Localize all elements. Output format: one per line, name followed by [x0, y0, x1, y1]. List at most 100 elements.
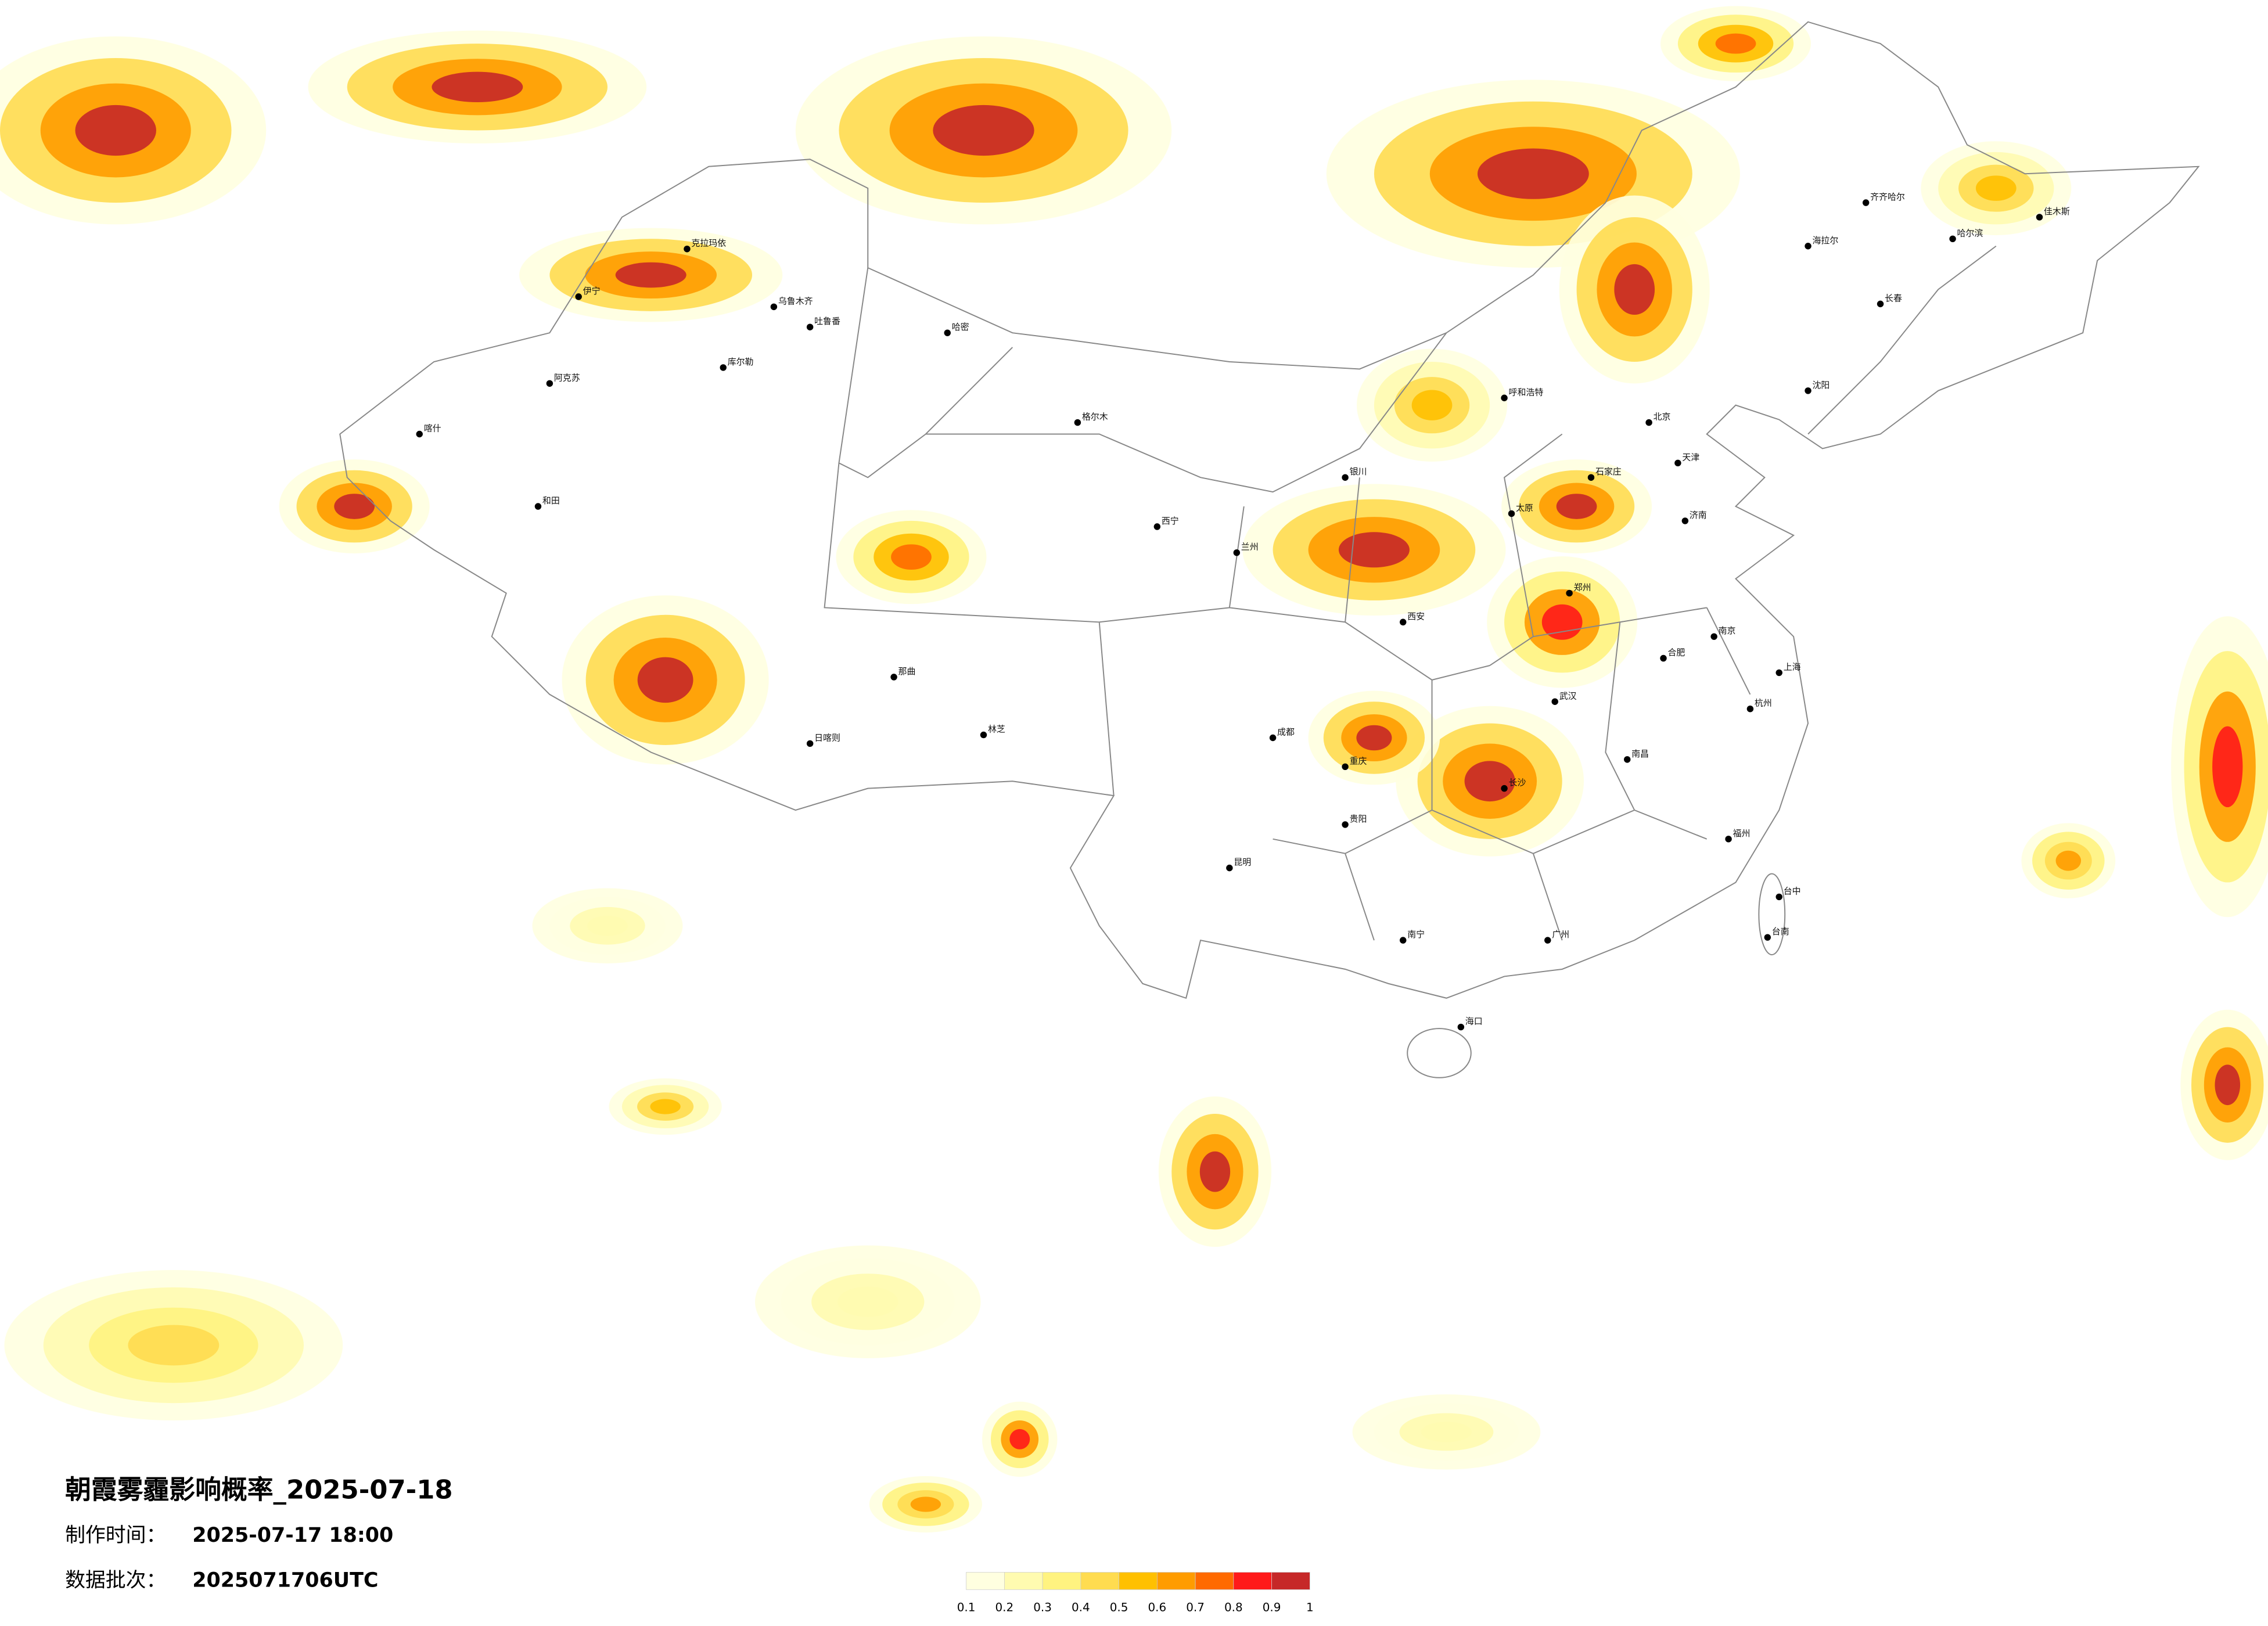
city-label: 呼和浩特 — [1509, 387, 1544, 397]
production-time-label: 制作时间： — [65, 1524, 166, 1547]
city-dot — [806, 323, 814, 330]
legend-tick-label: 0.6 — [1148, 1601, 1167, 1614]
city-dot — [1949, 235, 1956, 243]
probability-area — [1541, 604, 1583, 640]
legend-tick-label: 0.7 — [1186, 1601, 1205, 1614]
city-dot — [980, 731, 987, 739]
city-dot — [1457, 1023, 1465, 1031]
probability-area — [891, 544, 932, 570]
city-dot — [1725, 836, 1732, 843]
probability-area — [1477, 148, 1589, 199]
city-label: 林芝 — [988, 724, 1005, 735]
city-label: 库尔勒 — [728, 357, 754, 367]
probability-area — [1199, 1151, 1231, 1192]
probability-area — [1464, 761, 1515, 802]
city-dot — [1775, 893, 1782, 901]
city-dot — [1342, 763, 1349, 771]
city-dot — [890, 674, 897, 681]
city-label: 天津 — [1682, 452, 1699, 462]
city-label: 济南 — [1690, 510, 1707, 520]
city-dot — [770, 303, 778, 311]
province-border — [824, 245, 1997, 941]
probability-area — [2215, 1064, 2241, 1106]
probability-area — [2212, 726, 2243, 808]
probability-area — [587, 915, 628, 936]
legend-swatch — [1004, 1572, 1043, 1590]
city-dot — [1660, 654, 1667, 662]
probability-area — [1715, 33, 1756, 54]
city-dot — [1508, 510, 1515, 517]
city-label: 银川 — [1350, 466, 1367, 477]
city-dot — [575, 293, 582, 300]
city-dot — [1544, 937, 1551, 944]
probability-area — [1421, 1422, 1472, 1442]
probability-area — [1411, 390, 1453, 420]
city-label: 台中 — [1784, 886, 1801, 896]
city-label: 广州 — [1552, 929, 1569, 940]
city-label: 昆明 — [1234, 857, 1251, 868]
city-label: 西安 — [1407, 611, 1425, 621]
probability-area — [615, 262, 686, 288]
probability-area — [1009, 1429, 1030, 1449]
probability-area — [637, 657, 693, 703]
city-dot — [1681, 517, 1689, 524]
city-label: 南昌 — [1631, 749, 1649, 759]
city-label: 吐鲁番 — [814, 316, 840, 326]
city-dot — [1674, 459, 1681, 467]
probability-area — [1975, 175, 2017, 201]
city-label: 阿克苏 — [554, 372, 580, 383]
city-label: 北京 — [1654, 412, 1671, 422]
city-label: 沈阳 — [1813, 380, 1830, 390]
city-dot — [1269, 734, 1277, 742]
city-label: 成都 — [1277, 727, 1295, 738]
city-dot — [1746, 705, 1754, 713]
legend-swatch — [966, 1572, 1005, 1590]
city-label: 海拉尔 — [1813, 235, 1839, 246]
probability-area — [910, 1497, 941, 1512]
production-time-value: 2025-07-17 18:00 — [192, 1524, 393, 1547]
city-dot — [1764, 934, 1771, 941]
city-label: 哈尔滨 — [1957, 228, 1983, 238]
city-dot — [1775, 669, 1782, 677]
city-dot — [1566, 589, 1573, 597]
city-dot — [1501, 394, 1508, 401]
probability-area — [432, 71, 523, 102]
probability-area — [1556, 494, 1597, 519]
city-label: 上海 — [1784, 661, 1801, 672]
city-label: 太原 — [1516, 502, 1533, 513]
city-dot — [1153, 523, 1161, 530]
legend: 0.1 0.2 0.3 0.4 0.5 0.6 0.7 0.8 0.9 1 — [957, 1572, 1314, 1614]
probability-area — [128, 1325, 220, 1366]
city-label: 日喀则 — [814, 732, 840, 743]
city-label: 长沙 — [1509, 778, 1526, 788]
city-label: 哈密 — [952, 322, 969, 332]
city-label: 格尔木 — [1082, 412, 1108, 422]
city-label: 克拉玛依 — [691, 238, 726, 249]
city-label: 和田 — [542, 495, 560, 506]
legend-tick-label: 0.5 — [1110, 1601, 1128, 1614]
data-batch-value: 2025071706UTC — [192, 1569, 378, 1592]
city-dot — [1862, 199, 1870, 206]
city-label: 重庆 — [1350, 756, 1367, 766]
city-dot — [1710, 633, 1717, 640]
city-label: 郑州 — [1574, 582, 1591, 592]
legend-tick-label: 0.2 — [995, 1601, 1014, 1614]
country-border — [339, 21, 2200, 999]
city-dot — [1399, 937, 1407, 944]
legend-swatch — [1119, 1572, 1158, 1590]
legend-tick-label: 0.1 — [957, 1601, 976, 1614]
city-label: 长春 — [1885, 293, 1902, 303]
city-dot — [416, 430, 423, 438]
city-label: 伊宁 — [583, 286, 601, 296]
legend-swatch — [1042, 1572, 1081, 1590]
legend-tick-label: 0.9 — [1263, 1601, 1281, 1614]
city-dot — [1587, 474, 1595, 481]
city-label: 贵阳 — [1350, 814, 1367, 824]
probability-area — [1356, 725, 1392, 751]
probability-layer — [0, 6, 2268, 1533]
city-label: 乌鲁木齐 — [778, 296, 813, 306]
legend-swatch — [1271, 1572, 1310, 1590]
legend-swatch — [1080, 1572, 1119, 1590]
legend-tick-label: 0.4 — [1072, 1601, 1090, 1614]
